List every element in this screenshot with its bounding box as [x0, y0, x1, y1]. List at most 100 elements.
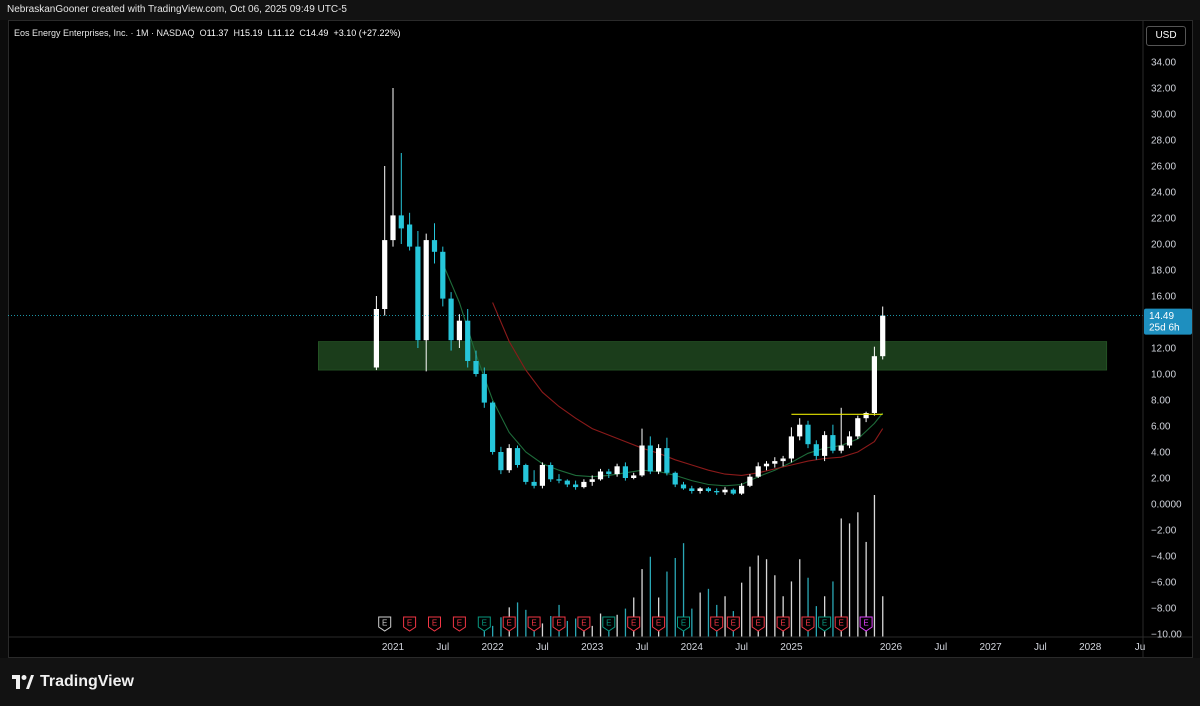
earnings-marker — [577, 616, 591, 632]
time-tick-label: 2025 — [780, 642, 803, 653]
candle-body — [830, 435, 836, 451]
price-tick-label: 2.00 — [1151, 474, 1171, 485]
earnings-marker-label: E — [631, 619, 636, 628]
candle-body — [697, 488, 703, 491]
earnings-marker-label: E — [681, 619, 686, 628]
volume-bar — [550, 616, 552, 637]
volume-bar — [591, 625, 593, 637]
price-tick-label: 28.00 — [1151, 136, 1176, 147]
candle-body — [871, 356, 877, 413]
close-label: C — [299, 28, 306, 38]
volume-bar — [774, 575, 776, 637]
top-bar: NebraskanGooner created with TradingView… — [0, 0, 1200, 20]
earnings-marker — [627, 616, 641, 632]
volume-bar — [500, 617, 502, 637]
earnings-marker — [428, 616, 441, 632]
chart-panel[interactable] — [8, 20, 1193, 658]
earnings-marker-label: E — [531, 619, 536, 628]
volume-bar — [674, 557, 676, 637]
volume-bar — [541, 623, 544, 637]
earnings-marker-label: E — [432, 619, 437, 628]
earnings-marker-label: E — [780, 619, 785, 628]
candle-body — [805, 424, 811, 445]
candle-body — [589, 479, 595, 482]
time-tick-label: Ju — [1135, 642, 1146, 653]
candle-body — [664, 448, 670, 473]
candle-body — [382, 240, 388, 309]
earnings-marker-label: E — [822, 619, 827, 628]
support-zone — [318, 341, 1108, 371]
time-tick-label: 2024 — [681, 642, 704, 653]
earnings-marker — [403, 616, 417, 632]
volume-bar — [691, 608, 693, 637]
candle-body — [755, 466, 761, 477]
tradingview-logo[interactable]: TradingView — [12, 673, 134, 691]
time-tick-label: 2026 — [880, 642, 903, 653]
earnings-marker-label: E — [382, 619, 387, 628]
volume-bar — [624, 608, 627, 637]
candle-body — [506, 448, 512, 471]
volume-bar — [525, 609, 527, 637]
candle-body — [556, 479, 562, 481]
time-axis[interactable]: 2021 Jul 2022 Jul 2023 Jul 2024 Jul 2025 2026 Jul 2… — [382, 642, 1145, 653]
price-tick-label: 6.00 — [1151, 422, 1171, 433]
price-tick-label: 10.00 — [1151, 370, 1176, 381]
time-tick-label: 2028 — [1079, 642, 1102, 653]
earnings-marker — [502, 616, 516, 632]
candle-body — [788, 436, 794, 459]
last-price-value: 14.49 — [1149, 311, 1174, 322]
candle-body — [672, 472, 678, 485]
volume-bar — [857, 512, 859, 637]
time-tick-label: Jul — [436, 642, 449, 653]
volume-bar — [741, 582, 743, 637]
earnings-marker — [527, 616, 541, 632]
candle-body — [373, 309, 379, 368]
earnings-marker — [378, 616, 392, 632]
volume-bar — [832, 581, 834, 637]
earnings-marker-label: E — [805, 619, 810, 628]
candle-body — [772, 461, 778, 464]
change-value: +3.10 (+27.22%) — [333, 28, 401, 38]
earnings-marker — [602, 616, 616, 632]
volume-bar — [873, 495, 876, 637]
earnings-marker-label: E — [581, 619, 586, 628]
earnings-marker-label: E — [656, 619, 661, 628]
candle-body — [855, 418, 861, 437]
volume-bar — [807, 577, 809, 637]
earnings-marker — [834, 616, 848, 632]
candle-body — [797, 424, 803, 437]
volume-bar — [757, 555, 759, 637]
volume-bar — [707, 588, 710, 637]
price-axis[interactable]: 34.00 32.00 30.00 28.00 26.00 24.00 22.00 20.00… — [1151, 58, 1182, 641]
volume-bar — [799, 559, 801, 637]
low-label: L — [267, 28, 273, 38]
volume-bar — [848, 523, 851, 637]
candle-body — [581, 481, 587, 488]
high-label: H — [233, 28, 240, 38]
time-tick-label: 2027 — [979, 642, 1002, 653]
time-tick-label: Jul — [735, 642, 748, 653]
currency-button[interactable]: USD — [1146, 26, 1186, 46]
symbol-legend[interactable]: Eos Energy Enterprises, Inc. · 1M · NASD… — [14, 28, 401, 38]
open-value: 11.37 — [206, 28, 229, 38]
candle-body — [780, 458, 786, 462]
volume-bar — [840, 518, 842, 637]
price-tick-label: 20.00 — [1151, 240, 1176, 251]
last-price-badge — [1144, 308, 1192, 335]
candle-body — [730, 489, 736, 494]
volume-bar — [682, 543, 685, 637]
candle-body — [548, 465, 554, 480]
price-chart[interactable]: E E E E E E E E E E E E E E E E E E E E E 34.00 32.00 30.00 28.… — [8, 20, 1193, 658]
candle-body — [714, 491, 720, 493]
price-tick-label: −2.00 — [1151, 526, 1177, 537]
price-tick-label: 18.00 — [1151, 266, 1176, 277]
earnings-marker — [751, 616, 765, 632]
volume-bar — [815, 606, 817, 637]
candle-body — [490, 402, 496, 452]
time-tick-label: Jul — [536, 642, 549, 653]
candle-body — [880, 315, 886, 357]
price-tick-label: 8.00 — [1151, 396, 1171, 407]
candle-body — [465, 320, 471, 361]
candle-body — [440, 251, 446, 299]
candle-body — [606, 471, 612, 475]
